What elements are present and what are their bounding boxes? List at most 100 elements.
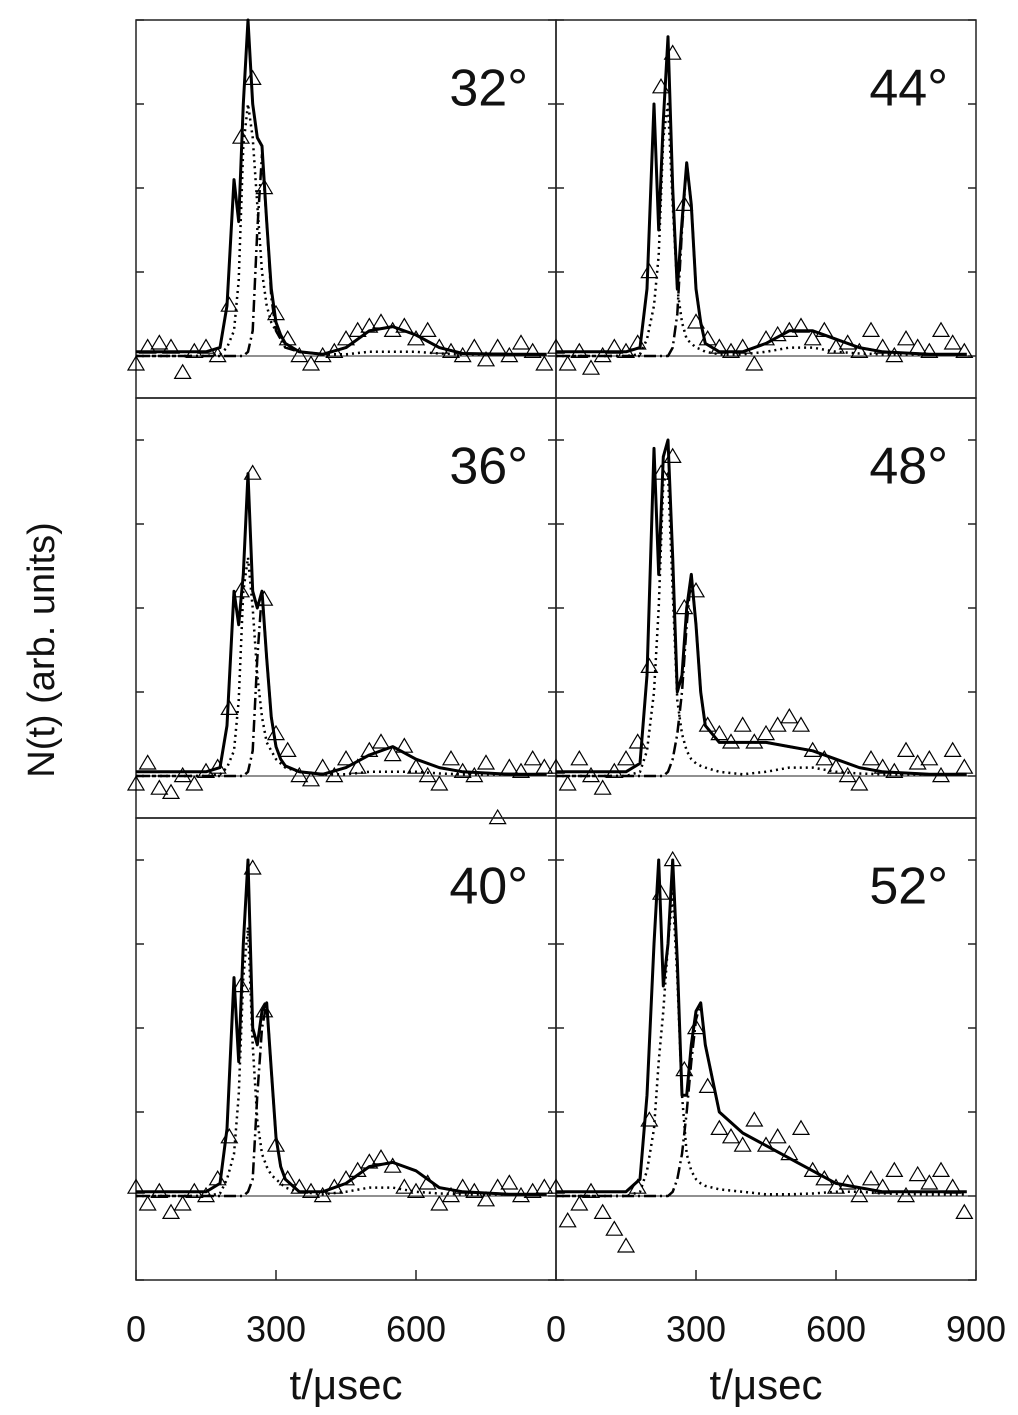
data-point [196, 762, 216, 778]
data-point [266, 304, 286, 321]
data-point [581, 766, 601, 783]
data-point [208, 1170, 227, 1186]
data-point [651, 464, 671, 480]
data-point [663, 447, 682, 463]
fit-curve [136, 1001, 547, 1198]
data-point [570, 1195, 589, 1211]
data-point [325, 342, 344, 358]
data-point [465, 1182, 484, 1198]
fit-curve [556, 573, 967, 778]
data-point [745, 355, 764, 371]
data-point [710, 338, 729, 354]
data-point [850, 775, 869, 791]
data-point [908, 1165, 927, 1182]
data-point [955, 758, 974, 774]
fit-curve [556, 102, 967, 358]
x-tick-label: 900 [946, 1309, 1006, 1350]
panel-title: 48° [869, 438, 948, 496]
data-point [698, 330, 717, 346]
x-tick-label: 300 [666, 1309, 726, 1350]
panel-title: 44° [869, 60, 948, 118]
data-point [161, 1203, 181, 1219]
data-point [511, 1186, 531, 1203]
data-point [873, 758, 892, 774]
data-point [756, 1136, 776, 1152]
data-point [663, 44, 682, 60]
data-point [885, 762, 904, 778]
data-point [173, 766, 192, 783]
data-point [406, 758, 426, 774]
data-point [616, 1237, 636, 1253]
fit-curve [136, 153, 547, 358]
data-point [488, 808, 507, 825]
fit-curve [556, 472, 967, 778]
data-point [395, 317, 414, 333]
data-point [943, 741, 962, 757]
data-point [920, 1174, 939, 1190]
data-point [675, 1060, 694, 1077]
data-point [768, 716, 787, 732]
data-point [546, 1178, 566, 1194]
data-point [780, 708, 799, 724]
data-point [546, 338, 566, 354]
data-point [640, 1111, 659, 1127]
data-point [196, 338, 216, 354]
data-point [406, 1182, 426, 1198]
data-point [710, 724, 729, 741]
data-point [336, 750, 356, 766]
data-point [243, 464, 262, 480]
x-tick-label: 0 [546, 1309, 566, 1350]
data-point [663, 850, 682, 867]
data-point [885, 346, 904, 363]
data-point [430, 1195, 449, 1211]
data-point [570, 750, 589, 766]
data-point [185, 1182, 204, 1198]
data-point [418, 1174, 437, 1190]
data-point [313, 1186, 332, 1203]
data-point [290, 1178, 309, 1194]
data-point [138, 338, 157, 354]
data-point [920, 750, 939, 766]
data-point [546, 758, 566, 774]
data-point [535, 758, 554, 774]
data-point [348, 758, 367, 774]
data-point [640, 262, 659, 279]
fit-curve [136, 102, 547, 358]
data-point [255, 590, 274, 606]
data-point [220, 699, 239, 715]
data-point [360, 317, 379, 333]
data-point [955, 1203, 974, 1219]
data-point [803, 330, 822, 346]
data-point [290, 766, 309, 783]
data-point [383, 321, 402, 337]
fit-curve [556, 892, 967, 1198]
fit-curve [136, 472, 547, 776]
data-point [850, 342, 869, 358]
data-point [441, 1186, 461, 1203]
data-point [441, 750, 461, 766]
data-point [173, 1195, 192, 1211]
x-axis-label: t/μsec [290, 1361, 403, 1408]
data-point [908, 754, 927, 770]
data-point [255, 178, 274, 195]
data-point [593, 779, 612, 795]
data-point [826, 1178, 846, 1194]
data-point [896, 1186, 916, 1203]
fit-curve [136, 556, 547, 778]
data-point [336, 330, 356, 346]
data-point [535, 1178, 554, 1194]
data-point [453, 346, 472, 363]
data-point [768, 325, 787, 342]
panel-title: 40° [449, 858, 528, 916]
data-point [150, 1182, 169, 1198]
data-point [616, 750, 636, 766]
data-point [570, 342, 589, 358]
x-tick-label: 300 [246, 1309, 306, 1350]
data-point [651, 78, 671, 94]
data-point [815, 750, 834, 766]
data-point [266, 1136, 286, 1152]
data-point [348, 321, 367, 337]
data-point [196, 1186, 216, 1203]
data-point [453, 762, 472, 778]
data-point [290, 346, 309, 363]
